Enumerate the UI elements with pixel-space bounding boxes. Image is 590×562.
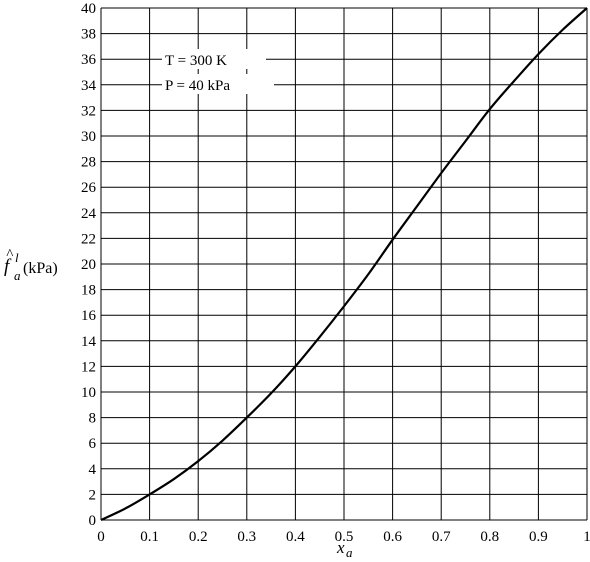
y-tick-label-2: 4	[89, 462, 97, 478]
x-tick-label-1: 0.1	[140, 529, 159, 545]
x-tick-label-5: 0.5	[335, 529, 354, 545]
annotation-temperature: T = 300 K	[165, 53, 227, 69]
x-tick-label-4: 0.4	[286, 529, 305, 545]
y-axis-label-hat: ^	[6, 247, 14, 263]
x-tick-label-2: 0.2	[189, 529, 208, 545]
y-axis-label-superscript: l	[15, 250, 19, 265]
x-axis-label-symbol: x	[336, 538, 345, 557]
annotation-mask-2	[162, 74, 274, 94]
y-tick-label-4: 8	[89, 411, 97, 427]
y-tick-label-16: 32	[81, 103, 96, 119]
y-tick-label-5: 10	[81, 385, 96, 401]
y-axis-label-unit: (kPa)	[23, 260, 58, 277]
series-line-0	[100, 7, 588, 521]
x-tick-label-7: 0.7	[432, 529, 451, 545]
annotation-block: T = 300 K P = 40 kPa	[162, 49, 274, 94]
y-tick-label-6: 12	[81, 359, 96, 375]
x-tick-label-3: 0.3	[237, 529, 256, 545]
y-tick-label-18: 36	[81, 52, 97, 68]
y-tick-label-0: 0	[89, 513, 97, 529]
x-axis-label-subscript: a	[346, 545, 353, 560]
y-tick-label-7: 14	[81, 334, 97, 350]
y-axis-label: ^ f l a (kPa)	[4, 247, 58, 283]
y-tick-label-20: 40	[81, 1, 96, 17]
y-tick-label-14: 28	[81, 155, 96, 171]
series-lines	[100, 7, 588, 521]
y-tick-label-8: 16	[81, 308, 97, 324]
y-axis-label-symbol: f	[4, 256, 12, 277]
y-tick-label-9: 18	[81, 283, 96, 299]
y-tick-label-11: 22	[81, 231, 96, 247]
x-tick-label-6: 0.6	[383, 529, 402, 545]
y-tick-label-15: 30	[81, 129, 96, 145]
x-tick-label-8: 0.8	[480, 529, 499, 545]
y-tick-label-3: 6	[89, 436, 97, 452]
annotation-mask-1	[162, 49, 266, 69]
y-tick-label-17: 34	[81, 78, 97, 94]
tick-labels: 0 0.1 0.2 0.3 0.4 0.5 0.6 0.7 0.8 0.9 102468101214…	[81, 1, 590, 545]
y-tick-label-10: 20	[81, 257, 96, 273]
y-axis-label-subscript: a	[14, 268, 21, 283]
annotation-pressure: P = 40 kPa	[165, 78, 230, 94]
x-tick-label-10: 1	[583, 529, 590, 545]
y-tick-label-19: 38	[81, 27, 96, 43]
x-axis-label: x a	[336, 538, 353, 560]
grid	[100, 7, 588, 521]
x-tick-label-9: 0.9	[529, 529, 548, 545]
y-tick-label-12: 24	[81, 206, 97, 222]
x-tick-label-0: 0	[97, 529, 105, 545]
y-tick-label-13: 26	[81, 180, 97, 196]
y-tick-label-1: 2	[89, 487, 97, 503]
